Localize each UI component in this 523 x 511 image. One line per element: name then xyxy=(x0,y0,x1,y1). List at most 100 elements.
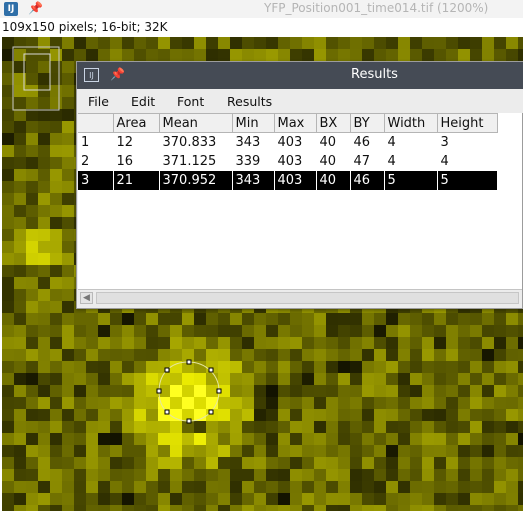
image-pixel xyxy=(62,445,74,457)
menu-edit[interactable]: Edit xyxy=(131,94,156,109)
table-row[interactable]: 2 16 371.125 339 403 40 47 4 4 xyxy=(78,151,498,171)
roi-handle[interactable] xyxy=(216,388,222,394)
horizontal-scrollbar[interactable]: ◀ xyxy=(78,289,522,307)
image-pixel xyxy=(206,445,218,457)
table-cell: 3 xyxy=(437,132,498,152)
image-pixel xyxy=(410,373,422,385)
image-pixel xyxy=(518,445,523,457)
results-titlebar[interactable]: IJ 📌 Results xyxy=(77,62,523,89)
column-header-height[interactable]: Height xyxy=(437,113,498,133)
image-pixel xyxy=(170,37,182,49)
table-header-row: Area Mean Min Max BX BY Width Height xyxy=(78,113,498,133)
table-cell: 4 xyxy=(384,151,438,171)
results-window[interactable]: IJ 📌 Results File Edit Font Results Area… xyxy=(76,61,523,309)
roi-handle[interactable] xyxy=(208,409,214,415)
results-table[interactable]: Area Mean Min Max BX BY Width Height 1 1… xyxy=(78,113,522,289)
menu-file[interactable]: File xyxy=(88,94,109,109)
image-pixel xyxy=(242,49,254,61)
image-window-titlebar[interactable]: IJ 📌 YFP_Position001_time014.tif (1200%) xyxy=(0,0,523,18)
image-pixel xyxy=(494,349,506,361)
image-pixel xyxy=(374,457,386,469)
roi-handle[interactable] xyxy=(156,388,162,394)
roi-handle[interactable] xyxy=(186,359,192,365)
roi-handle[interactable] xyxy=(164,367,170,373)
column-header-area[interactable]: Area xyxy=(113,113,160,133)
image-pixel xyxy=(62,169,74,181)
image-pixel xyxy=(50,469,62,481)
image-pixel xyxy=(458,313,470,325)
image-pixel xyxy=(398,421,410,433)
image-pixel xyxy=(38,181,50,193)
menu-font[interactable]: Font xyxy=(177,94,205,109)
scroll-left-arrow-icon[interactable]: ◀ xyxy=(80,292,93,304)
table-row[interactable]: 1 12 370.833 343 403 40 46 4 3 xyxy=(78,132,498,152)
image-pixel xyxy=(50,49,62,61)
image-pixel xyxy=(110,325,122,337)
image-pixel xyxy=(218,361,230,373)
image-pixel xyxy=(446,37,458,49)
image-pixel xyxy=(410,421,422,433)
image-pixel xyxy=(38,493,50,505)
image-pixel xyxy=(290,349,302,361)
image-pixel xyxy=(146,481,158,493)
roi-handle[interactable] xyxy=(208,367,214,373)
image-pixel xyxy=(110,421,122,433)
overview-navigator[interactable] xyxy=(12,46,60,111)
image-pixel xyxy=(134,505,146,511)
image-pixel xyxy=(182,481,194,493)
image-pixel xyxy=(290,397,302,409)
image-pixel xyxy=(50,313,62,325)
image-pixel xyxy=(2,49,14,61)
image-pixel xyxy=(170,409,182,421)
column-header-bx[interactable]: BX xyxy=(316,113,351,133)
column-header-mean[interactable]: Mean xyxy=(159,113,233,133)
image-pixel xyxy=(350,469,362,481)
table-cell: 370.952 xyxy=(159,170,233,190)
image-pixel xyxy=(170,505,182,511)
image-pixel xyxy=(62,493,74,505)
image-pixel xyxy=(122,37,134,49)
image-pixel xyxy=(314,325,326,337)
column-header-max[interactable]: Max xyxy=(274,113,317,133)
image-pixel xyxy=(518,493,523,505)
image-pixel xyxy=(494,325,506,337)
image-pixel xyxy=(146,445,158,457)
image-pixel xyxy=(194,373,206,385)
image-pixel xyxy=(14,253,26,265)
image-pixel xyxy=(254,397,266,409)
image-pixel xyxy=(290,313,302,325)
image-pixel xyxy=(50,349,62,361)
column-header-index[interactable] xyxy=(78,113,114,133)
image-pixel xyxy=(350,337,362,349)
image-pixel xyxy=(2,457,14,469)
image-pixel xyxy=(314,421,326,433)
image-pixel xyxy=(374,505,386,511)
pin-icon[interactable]: 📌 xyxy=(28,1,43,15)
image-pixel xyxy=(518,469,523,481)
image-pixel xyxy=(38,61,50,73)
image-pixel xyxy=(398,313,410,325)
roi-handle[interactable] xyxy=(164,409,170,415)
menu-results[interactable]: Results xyxy=(227,94,273,109)
image-pixel xyxy=(206,49,218,61)
image-pixel xyxy=(98,457,110,469)
image-pixel xyxy=(338,457,350,469)
image-pixel xyxy=(218,385,230,397)
roi-handle[interactable] xyxy=(186,418,192,424)
image-pixel xyxy=(398,37,410,49)
image-pixel xyxy=(242,373,254,385)
pin-icon[interactable]: 📌 xyxy=(110,67,125,81)
scrollbar-thumb[interactable] xyxy=(96,292,519,304)
column-header-by[interactable]: BY xyxy=(350,113,385,133)
image-pixel xyxy=(506,37,518,49)
column-header-width[interactable]: Width xyxy=(384,113,438,133)
image-pixel xyxy=(506,349,518,361)
image-pixel xyxy=(518,505,523,511)
table-row-selected[interactable]: 3 21 370.952 343 403 40 46 5 5 xyxy=(78,170,498,190)
image-pixel xyxy=(470,361,482,373)
image-pixel xyxy=(374,325,386,337)
column-header-min[interactable]: Min xyxy=(232,113,275,133)
image-pixel xyxy=(278,445,290,457)
image-pixel xyxy=(158,433,170,445)
image-pixel xyxy=(38,121,50,133)
